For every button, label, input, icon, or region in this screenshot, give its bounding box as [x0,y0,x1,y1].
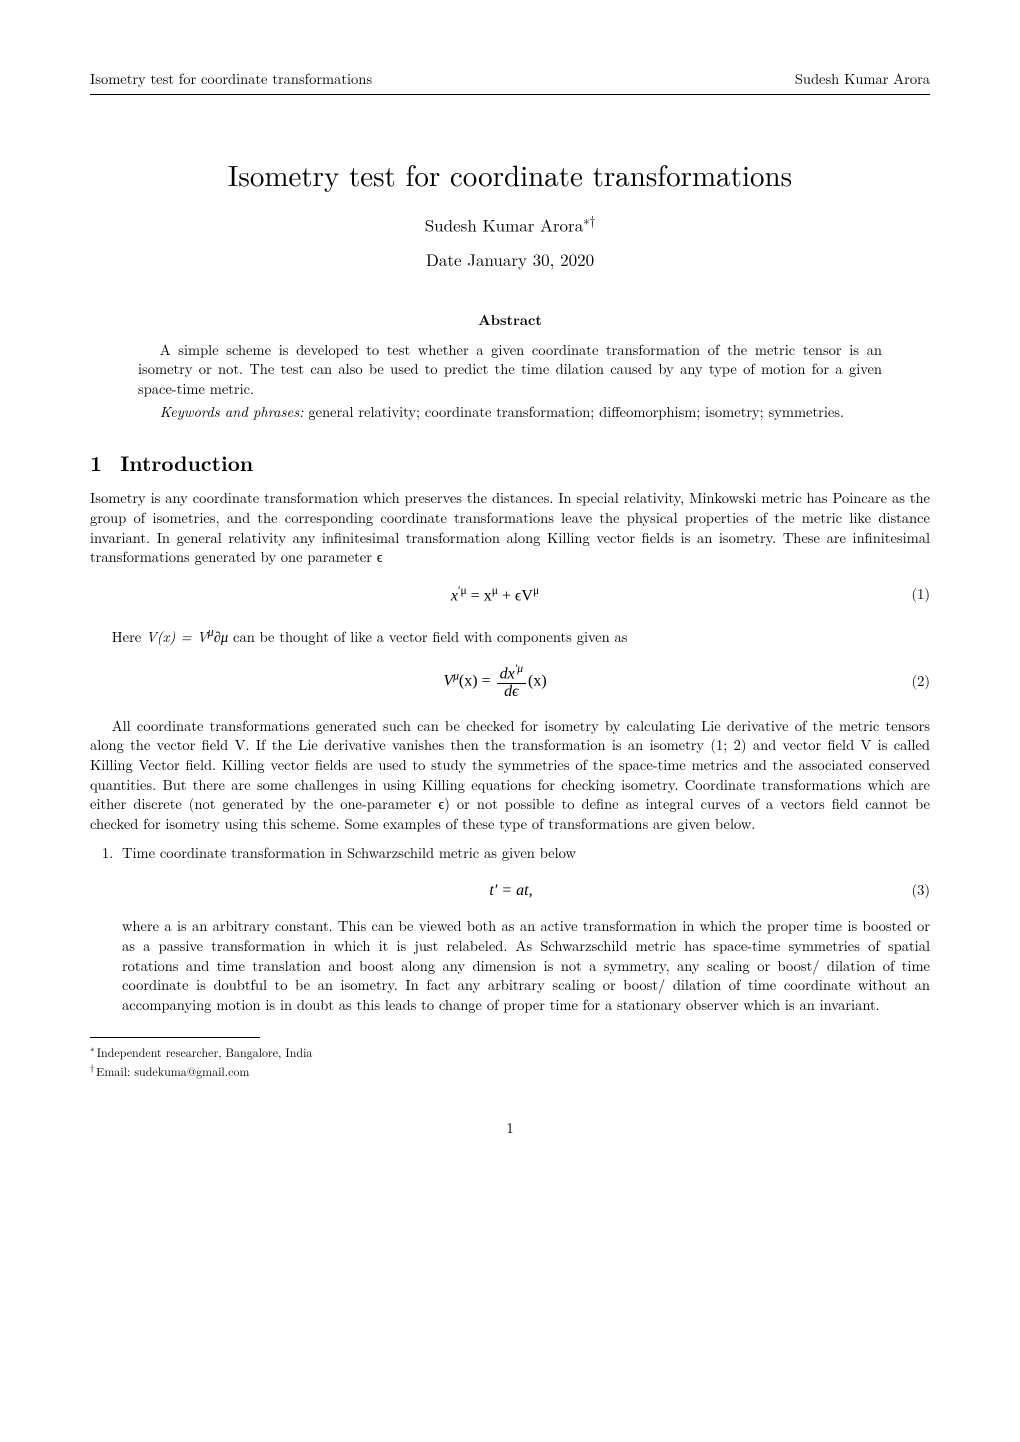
keywords-text: general relativity; coordinate transform… [304,402,844,422]
author-marks: ∗† [583,211,595,229]
eq1-eq: = x [467,587,492,604]
intro-paragraph-2: Here V(x) = Vμ∂μ can be thought of like … [90,623,930,647]
item1-cont: where a is an arbitrary constant. This c… [122,916,930,1014]
eq2-num-sup: ′μ [515,663,523,675]
item1-lead: Time coordinate transformation in Schwar… [122,843,576,863]
date-line: Date January 30, 2020 [90,248,930,271]
equation-3-number: (3) [900,881,930,901]
footnote-1-mark: ∗ [90,1041,95,1055]
footnote-2-mark: † [90,1060,94,1074]
footnote-rule [90,1037,260,1038]
abstract-block: A simple scheme is developed to test whe… [138,341,882,423]
eq1-sup1: ′μ [458,585,467,597]
p2-d: can be thought of like a vector field wi… [228,626,627,646]
equation-3-content: t′ = at, [122,880,900,902]
page-number: 1 [90,1119,930,1139]
running-header-left: Isometry test for coordinate transformat… [90,70,372,90]
eq2-rhs: (x) [528,673,547,690]
intro-paragraph-1: Isometry is any coordinate transformatio… [90,489,930,567]
section-heading: 1 Introduction [90,449,930,477]
abstract-heading: Abstract [90,311,930,331]
eq1-x1: x [451,587,458,604]
p2-c: ∂μ [214,626,228,646]
footnote-1-text: Independent researcher, Bangalore, India [97,1044,313,1061]
equation-1: x′μ = xμ + ϵVμ (1) [90,584,930,607]
eq2-lhs-a: V [443,673,453,690]
eq1-plus: + ϵV [498,587,533,604]
abstract-paragraph: A simple scheme is developed to test whe… [138,341,882,400]
eq1-sup3: μ [533,585,539,597]
author-name: Sudesh Kumar Arora [425,212,583,236]
eq2-num-a: dx [500,665,515,682]
author-line: Sudesh Kumar Arora∗† [90,212,930,237]
equation-1-number: (1) [900,585,930,605]
intro-paragraph-3: All coordinate transformations generated… [90,717,930,834]
eq2-den: dϵ [497,684,526,701]
keywords-line: Keywords and phrases: general relativity… [138,403,882,423]
equation-2-number: (2) [900,672,930,692]
enumerated-list: Time coordinate transformation in Schwar… [118,844,930,1015]
p2-a: Here [112,626,146,646]
paper-title: Isometry test for coordinate transformat… [90,155,930,194]
keywords-label: Keywords and phrases: [160,402,304,422]
list-item-1: Time coordinate transformation in Schwar… [118,844,930,1015]
header-rule [90,94,930,95]
footnote-2-text: Email: sudekuma@gmail.com [96,1063,249,1080]
equation-2: Vμ(x) = dx′μdϵ(x) (2) [90,663,930,701]
running-header-right: Sudesh Kumar Arora [795,70,930,90]
section-title: Introduction [120,448,253,478]
eq2-fraction: dx′μ dϵ [497,663,526,701]
footnote-1: ∗Independent researcher, Bangalore, Indi… [90,1042,930,1061]
equation-1-content: x′μ = xμ + ϵVμ [90,584,900,607]
equation-2-content: Vμ(x) = dx′μdϵ(x) [90,663,900,701]
p2-b: V(x) = V [146,626,208,646]
running-header: Isometry test for coordinate transformat… [90,70,930,90]
eq2-lhs-b: (x) = [459,673,495,690]
section-number: 1 [90,448,102,478]
footnote-2: †Email: sudekuma@gmail.com [90,1061,930,1080]
equation-3: t′ = at, (3) [122,880,930,902]
